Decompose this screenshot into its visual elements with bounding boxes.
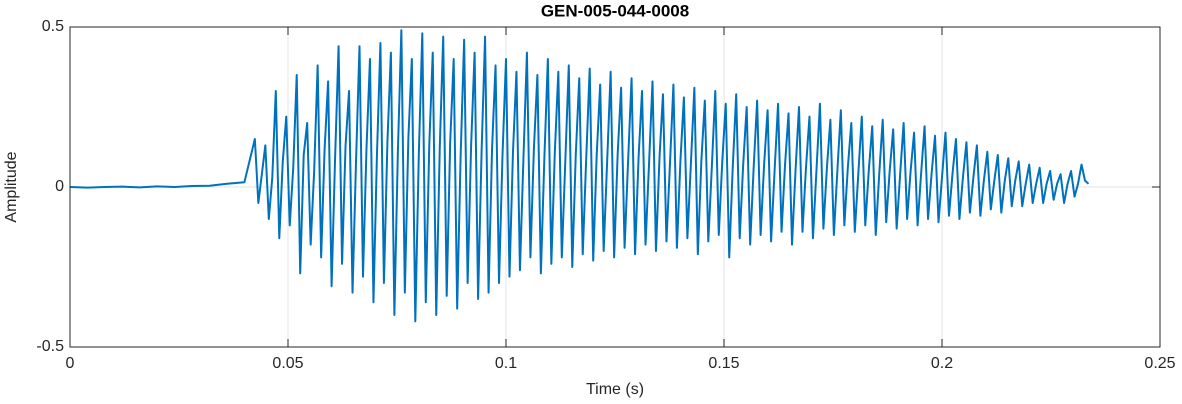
x-tick-label: 0.2 — [931, 355, 953, 372]
x-tick-label: 0 — [66, 355, 75, 372]
chart-title: GEN-005-044-0008 — [541, 1, 689, 20]
x-tick-label: 0.25 — [1144, 355, 1175, 372]
waveform-line — [69, 29, 1090, 323]
x-axis-label: Time (s) — [586, 381, 644, 398]
y-tick-label: 0.5 — [42, 18, 64, 35]
x-tick-label: 0.1 — [495, 355, 517, 372]
x-tick-label: 0.15 — [708, 355, 739, 372]
plot-box — [69, 26, 1161, 348]
x-tick-label: 0.05 — [272, 355, 303, 372]
y-axis-label: Amplitude — [3, 151, 20, 222]
y-tick-label: -0.5 — [36, 338, 64, 355]
y-tick-label: 0 — [55, 178, 64, 195]
